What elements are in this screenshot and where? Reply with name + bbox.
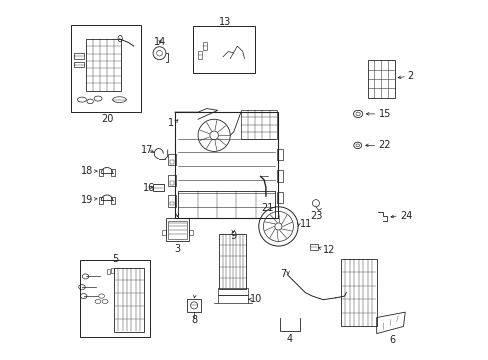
Bar (169, 202, 174, 205)
Bar (219, 234, 246, 289)
Text: 9: 9 (229, 231, 236, 241)
Bar (178, 191, 274, 217)
Bar (217, 296, 247, 303)
Bar (217, 288, 247, 296)
Bar (309, 244, 317, 250)
Text: 21: 21 (261, 203, 273, 213)
Bar (276, 170, 283, 182)
Bar (80, 260, 149, 337)
Bar (241, 111, 276, 139)
Text: 3: 3 (174, 244, 180, 253)
Bar (74, 53, 83, 59)
Bar (99, 197, 103, 204)
Bar (110, 169, 115, 176)
Bar (175, 112, 278, 217)
Text: 20: 20 (101, 114, 113, 124)
Text: 8: 8 (191, 315, 197, 325)
Bar (169, 160, 174, 164)
Bar (153, 184, 164, 192)
Bar (165, 217, 189, 241)
Text: 19: 19 (81, 195, 93, 204)
Text: 18: 18 (81, 166, 93, 176)
Bar (189, 230, 193, 235)
Bar (203, 42, 207, 50)
Text: 1: 1 (167, 118, 173, 128)
Bar (276, 149, 283, 160)
Bar (167, 221, 187, 239)
Bar (74, 62, 83, 67)
Text: 16: 16 (142, 183, 155, 193)
Bar (187, 298, 201, 312)
Text: 13: 13 (218, 18, 230, 27)
Text: 10: 10 (249, 294, 262, 304)
Text: 5: 5 (111, 254, 118, 264)
Bar (85, 39, 121, 91)
Bar (367, 60, 394, 98)
Bar (340, 258, 376, 327)
Bar (168, 154, 176, 165)
Text: 23: 23 (309, 211, 322, 221)
Bar (162, 230, 165, 235)
Bar (168, 175, 176, 186)
Bar (111, 267, 114, 273)
Bar (114, 267, 144, 332)
Bar (71, 24, 141, 112)
Text: 24: 24 (399, 211, 411, 221)
Text: 17: 17 (141, 145, 153, 155)
Text: 12: 12 (323, 245, 335, 255)
Bar (192, 26, 255, 73)
Text: 11: 11 (299, 219, 311, 229)
Text: 22: 22 (378, 140, 390, 150)
Bar (168, 195, 176, 207)
Bar (169, 181, 174, 185)
Text: 14: 14 (154, 37, 166, 47)
Bar (99, 169, 103, 176)
Text: 6: 6 (388, 336, 394, 345)
Bar (107, 269, 110, 274)
Bar (197, 51, 202, 59)
Bar (276, 192, 283, 203)
Text: 15: 15 (378, 109, 390, 119)
Text: 2: 2 (406, 71, 412, 81)
Text: 7: 7 (280, 269, 286, 279)
Bar (110, 197, 115, 204)
Text: 4: 4 (286, 334, 292, 343)
